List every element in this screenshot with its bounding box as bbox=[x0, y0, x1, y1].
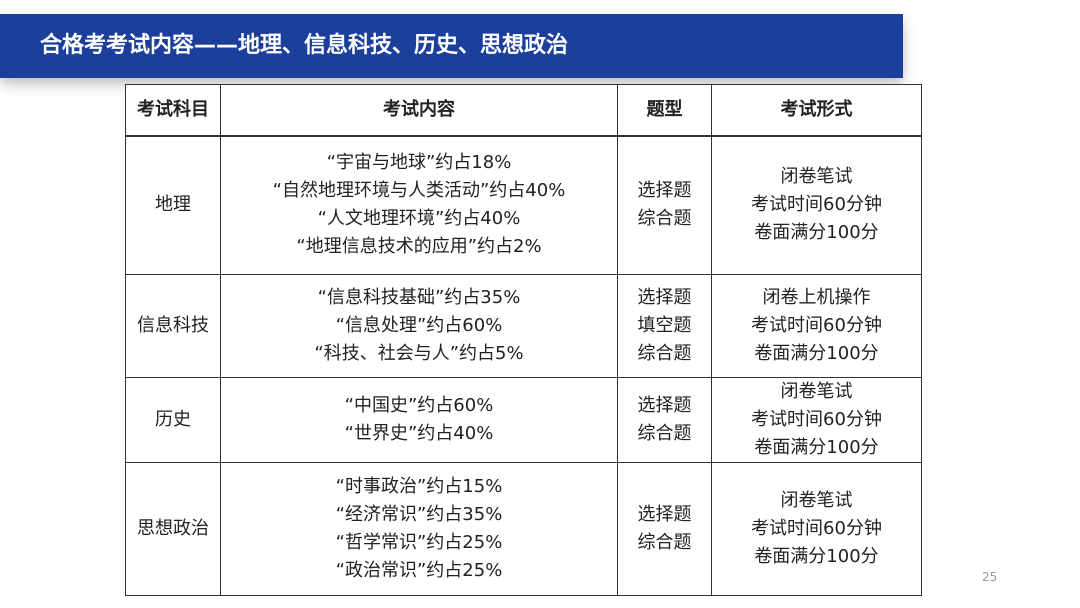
column-header: 考试科目 bbox=[125, 84, 221, 137]
content-cell: “信息科技基础”约占35% “信息处理”约占60% “科技、社会与人”约占5% bbox=[220, 273, 618, 378]
types-line: 填空题 bbox=[637, 314, 692, 336]
form-line: 卷面满分100分 bbox=[754, 436, 879, 458]
form-line: 闭卷笔试 bbox=[780, 166, 853, 188]
content-line: “信息处理”约占60% bbox=[335, 314, 503, 336]
exam-table: 考试科目 考试内容 题型 考试形式 地理 “宇宙与地球”约占18% “自然地理环境与人类活… bbox=[125, 84, 922, 596]
title: 合格考考试内容——地理、信息科技、历史、思想政治 bbox=[40, 33, 569, 58]
form-line: 卷面满分100分 bbox=[754, 545, 879, 567]
form-cell: 闭卷笔试考试时间60分钟 卷面满分100分 bbox=[711, 135, 922, 275]
subject-cell: 地理 bbox=[125, 135, 221, 275]
form-cell: 闭卷上机操作 考试时间60分钟 卷面满分100分 bbox=[711, 273, 922, 378]
types-line: 综合题 bbox=[637, 208, 692, 230]
form-cell: 闭卷笔试考试时间60分钟 卷面满分100分 bbox=[711, 376, 922, 463]
content-line: “世界史”约占40% bbox=[344, 422, 494, 444]
form-cell: 闭卷笔试考试时间60分钟 卷面满分100分 bbox=[711, 461, 922, 596]
content-line: “经济常识”约占35% bbox=[335, 503, 503, 525]
content-cell: “宇宙与地球”约占18% “自然地理环境与人类活动”约占40% “人文地理环境”约占… bbox=[220, 135, 618, 275]
types-cell: 选择题 填空题 综合题 bbox=[617, 273, 712, 378]
form-line: 考试时间60分钟 bbox=[751, 408, 882, 430]
content-line: “宇宙与地球”约占18% bbox=[326, 152, 512, 174]
table-row: 历史 “中国史”约占60% “世界史”约占40% 选择题 综合题 闭卷笔试 考试时间60分钟… bbox=[125, 376, 922, 463]
form-line: 考试时间60分钟 bbox=[751, 517, 882, 539]
content-line: “政治常识”约占25% bbox=[335, 559, 503, 581]
content-line: “时事政治”约占15% bbox=[335, 475, 503, 497]
content-line: “自然地理环境与人类活动”约占40% bbox=[272, 180, 566, 202]
content-cell: “时事政治”约占15% “经济常识”约占35% “哲学常识”约占25% “政治常识”约… bbox=[220, 461, 618, 596]
types-line: 综合题 bbox=[637, 342, 692, 364]
types-cell: 选择题 综合题 bbox=[617, 461, 712, 596]
form-line: 闭卷上机操作 bbox=[762, 286, 871, 308]
content-line: “哲学常识”约占25% bbox=[335, 531, 503, 553]
header-row: 考试科目 考试内容 题型 考试形式 bbox=[125, 84, 922, 137]
types-line: 综合题 bbox=[637, 422, 692, 444]
form-line: 闭卷笔试 bbox=[780, 489, 853, 511]
content-line: “地理信息技术的应用”约占2% bbox=[296, 236, 542, 258]
types-cell: 选择题 综合题 bbox=[617, 135, 712, 275]
content-line: “人文地理环境”约占40% bbox=[317, 208, 521, 230]
content-line: “科技、社会与人”约占5% bbox=[314, 342, 524, 364]
types-line: 选择题 bbox=[637, 286, 692, 308]
form-line: 闭卷笔试 bbox=[780, 380, 853, 402]
types-cell: 选择题 综合题 bbox=[617, 376, 712, 463]
content-line: “中国史”约占60% bbox=[344, 394, 494, 416]
subject-cell: 信息科技 bbox=[125, 273, 221, 378]
form-line: 卷面满分100分 bbox=[754, 222, 879, 244]
content-line: “信息科技基础”约占35% bbox=[317, 286, 521, 308]
content-cell: “中国史”约占60% “世界史”约占40% bbox=[220, 376, 618, 463]
form-line: 考试时间60分钟 bbox=[751, 314, 882, 336]
types-line: 选择题 bbox=[637, 503, 692, 525]
types-line: 选择题 bbox=[637, 394, 692, 416]
column-header: 考试形式 bbox=[711, 84, 922, 137]
column-header: 题型 bbox=[617, 84, 712, 137]
page-number: 25 bbox=[982, 570, 998, 584]
table-row: 思想政治 “时事政治”约占15% “经济常识”约占35% “哲学常识”约占25% “政治… bbox=[125, 461, 922, 596]
table-row: 信息科技 “信息科技基础”约占35% “信息处理”约占60% “科技、社会与人”约占5… bbox=[125, 273, 922, 378]
types-line: 选择题 bbox=[637, 180, 692, 202]
title-bar: 合格考考试内容——地理、信息科技、历史、思想政治 bbox=[0, 14, 903, 78]
table-body: 地理 “宇宙与地球”约占18% “自然地理环境与人类活动”约占40% “人文地理环境”… bbox=[125, 135, 922, 596]
types-line: 综合题 bbox=[637, 531, 692, 553]
form-line: 卷面满分100分 bbox=[754, 342, 879, 364]
column-header: 考试内容 bbox=[220, 84, 618, 137]
subject-cell: 思想政治 bbox=[125, 461, 221, 596]
subject-cell: 历史 bbox=[125, 376, 221, 463]
table-row: 地理 “宇宙与地球”约占18% “自然地理环境与人类活动”约占40% “人文地理环境”… bbox=[125, 135, 922, 275]
form-line: 考试时间60分钟 bbox=[751, 194, 882, 216]
